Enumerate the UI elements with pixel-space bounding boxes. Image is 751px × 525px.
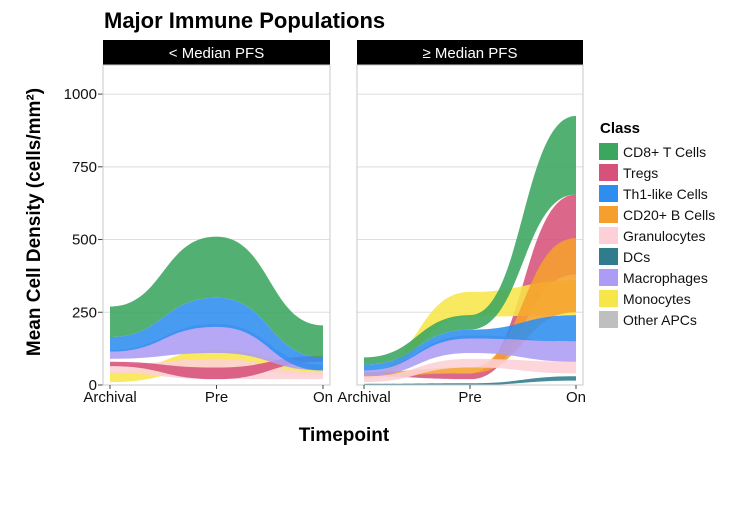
x-tick-label: Pre bbox=[458, 389, 481, 406]
legend-swatch-granulocytes bbox=[599, 227, 618, 244]
legend: Class CD8+ T Cells Tregs Th1-like Cells CD2… bbox=[599, 120, 715, 328]
y-tick-label: 250 bbox=[72, 304, 97, 321]
legend-title: Class bbox=[600, 120, 640, 137]
y-tick-label: 0 bbox=[89, 377, 97, 394]
facet-strip-label: ≥ Median PFS bbox=[423, 45, 518, 62]
legend-swatch-monocytes bbox=[599, 290, 618, 307]
y-tick-label: 750 bbox=[72, 159, 97, 176]
facet-panel-1: < Median PFS Archival Pre On bbox=[83, 40, 333, 406]
legend-label: Th1-like Cells bbox=[623, 186, 708, 202]
chart-title: Major Immune Populations bbox=[104, 8, 385, 33]
ribbon-macrophages bbox=[110, 323, 323, 371]
ribbon-cd8-t-cells bbox=[110, 236, 323, 358]
legend-label: Macrophages bbox=[623, 270, 708, 286]
legend-swatch-dcs bbox=[599, 248, 618, 265]
legend-label: Tregs bbox=[623, 165, 658, 181]
ribbon-dcs bbox=[364, 376, 576, 385]
ribbon-th1-like-cells bbox=[364, 315, 576, 371]
legend-label: Other APCs bbox=[623, 312, 697, 328]
legend-label: Granulocytes bbox=[623, 228, 705, 244]
legend-swatch-cd20-b-cells bbox=[599, 206, 618, 223]
legend-swatch-tregs bbox=[599, 164, 618, 181]
x-tick-label: On bbox=[313, 389, 333, 406]
ribbon-th1-like-cells bbox=[110, 297, 323, 371]
facet-strip bbox=[357, 40, 583, 65]
facet-panel-2: ≥ Median PFS Archival Pre On bbox=[337, 40, 586, 406]
legend-swatch-cd8-t-cells bbox=[599, 143, 618, 160]
x-tick-label: On bbox=[566, 389, 586, 406]
y-tick-label: 1000 bbox=[64, 86, 97, 103]
y-tick-label: 500 bbox=[72, 232, 97, 249]
x-axis-title: Timepoint bbox=[299, 425, 390, 446]
legend-label: Monocytes bbox=[623, 291, 691, 307]
ribbon-macrophages bbox=[364, 335, 576, 377]
ribbon-cd8-t-cells bbox=[364, 115, 576, 365]
legend-swatch-th1-like-cells bbox=[599, 185, 618, 202]
x-tick-label: Pre bbox=[205, 389, 228, 406]
legend-label: CD8+ T Cells bbox=[623, 144, 706, 160]
ribbon-granulocytes bbox=[364, 358, 576, 383]
legend-label: CD20+ B Cells bbox=[623, 207, 715, 223]
x-tick-label: Archival bbox=[337, 389, 390, 406]
y-axis-title: Mean Cell Density (cells/mm²) bbox=[24, 88, 45, 356]
legend-swatch-macrophages bbox=[599, 269, 618, 286]
legend-swatch-other-apcs bbox=[599, 311, 618, 328]
facet-strip-label: < Median PFS bbox=[169, 45, 264, 62]
legend-label: DCs bbox=[623, 249, 650, 265]
x-tick-label: Archival bbox=[83, 389, 136, 406]
facet-strip bbox=[103, 40, 330, 65]
